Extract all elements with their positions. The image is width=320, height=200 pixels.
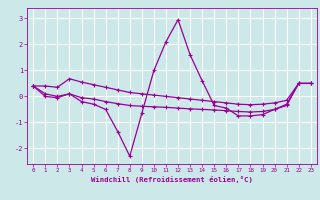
X-axis label: Windchill (Refroidissement éolien,°C): Windchill (Refroidissement éolien,°C) <box>91 176 253 183</box>
